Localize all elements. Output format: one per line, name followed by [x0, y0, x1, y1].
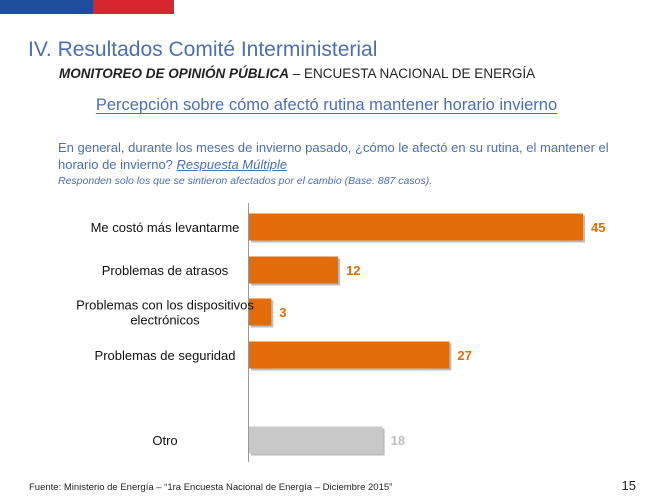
category-label-1: Problemas de atrasos — [102, 263, 229, 278]
data-label-0: 45 — [591, 220, 605, 235]
flag-stripe-blue — [0, 0, 93, 14]
bar-1 — [249, 256, 339, 284]
question-body: En general, durante los meses de inviern… — [58, 140, 609, 172]
section-title: Percepción sobre cómo afectó rutina mant… — [0, 96, 653, 115]
question-text: En general, durante los meses de inviern… — [58, 139, 623, 173]
category-label-0: Me costó más levantarme — [91, 220, 240, 235]
flag-stripe-red — [93, 0, 174, 14]
bar-4 — [249, 426, 383, 454]
data-label-3: 27 — [457, 348, 471, 363]
bar-chart: 45 Me costó más levantarme 12 Problemas de … — [76, 203, 605, 462]
data-label-4: 18 — [391, 433, 405, 448]
base-note: Responden solo los que se sintieron afec… — [58, 175, 433, 187]
category-label-4: Otro — [152, 433, 177, 448]
subtitle-bold: MONITOREO DE OPINIÓN PÚBLICA — [59, 66, 290, 81]
page-number: 15 — [621, 478, 636, 493]
bar-3 — [249, 341, 450, 369]
page-subtitle: MONITOREO DE OPINIÓN PÚBLICA – ENCUESTA … — [59, 66, 535, 81]
response-type: Respuesta Múltiple — [176, 157, 288, 172]
source-footnote: Fuente: Ministerio de Energía – “1ra Enc… — [29, 482, 393, 493]
data-label-2: 3 — [279, 305, 286, 320]
subtitle-rest: – ENCUESTA NACIONAL DE ENERGÍA — [289, 66, 536, 81]
category-label-3: Problemas de seguridad — [95, 348, 236, 363]
section-title-text: Percepción sobre cómo afectó rutina mant… — [95, 96, 558, 114]
category-label-2: Problemas con los dispositivos — [76, 298, 254, 313]
category-label-2: electrónicos — [130, 313, 200, 328]
page-title: IV. Resultados Comité Interministerial — [28, 38, 378, 61]
bar-2 — [249, 298, 272, 326]
bar-0 — [249, 213, 583, 241]
data-label-1: 12 — [346, 263, 360, 278]
